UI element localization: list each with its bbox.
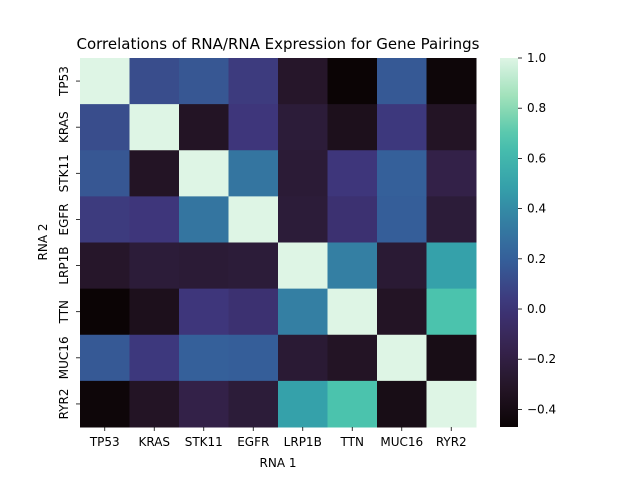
y-tick-label: KRAS: [57, 111, 71, 143]
heatmap-cell: [228, 242, 279, 290]
y-axis-ticks: TP53 KRAS STK11 EGFR LRP1B TTN MUC16 RYR2: [57, 66, 80, 419]
heatmap-cell: [179, 334, 229, 382]
heatmap-cell: [179, 196, 229, 243]
colorbar-tick-label: 0.4: [527, 202, 546, 216]
heatmap-cell: [179, 242, 229, 290]
colorbar: [500, 58, 518, 427]
heatmap-cell: [129, 104, 180, 151]
heatmap-cell: [278, 288, 328, 336]
heatmap-cell: [129, 242, 180, 290]
heatmap-cell: [278, 380, 328, 428]
colorbar-tick-label: 0.0: [527, 302, 546, 316]
colorbar-tick-label: 0.8: [527, 101, 546, 115]
y-tick-label: STK11: [57, 154, 71, 192]
heatmap-cell: [426, 104, 477, 151]
heatmap-cell: [179, 150, 229, 197]
heatmap-cell: [228, 104, 279, 151]
heatmap-cell: [377, 104, 427, 151]
heatmap-cell: [426, 380, 477, 428]
y-tick-label: RYR2: [57, 389, 71, 420]
x-tick-label: EGFR: [237, 435, 269, 449]
heatmap-cell: [426, 196, 477, 243]
heatmap-cell: [129, 196, 180, 243]
heatmap-cell: [327, 242, 378, 290]
heatmap-cell: [228, 58, 279, 105]
heatmap-cell: [377, 242, 427, 290]
x-tick-label: TTN: [340, 435, 364, 449]
heatmap-cell: [179, 380, 229, 428]
heatmap-cell: [377, 334, 427, 382]
x-tick-label: MUC16: [380, 435, 423, 449]
heatmap-cell: [327, 58, 378, 105]
heatmap-cells: [80, 58, 477, 428]
heatmap-cell: [129, 380, 180, 428]
colorbar-tick-label: 1.0: [527, 51, 546, 65]
x-tick-label: STK11: [185, 435, 223, 449]
heatmap-cell: [426, 242, 477, 290]
chart-title: Correlations of RNA/RNA Expression for G…: [76, 35, 479, 53]
heatmap-cell: [80, 58, 130, 105]
heatmap-cell: [129, 150, 180, 197]
heatmap-cell: [278, 242, 328, 290]
colorbar-tick-label: −0.4: [527, 402, 556, 416]
heatmap-cell: [426, 288, 477, 336]
heatmap-cell: [80, 380, 130, 428]
y-tick-label: EGFR: [57, 203, 71, 235]
heatmap-cell: [377, 196, 427, 243]
heatmap-cell: [327, 288, 378, 336]
x-axis-label: RNA 1: [260, 456, 297, 470]
heatmap-cell: [327, 150, 378, 197]
heatmap-cell: [327, 334, 378, 382]
colorbar-tick-label: 0.2: [527, 252, 546, 266]
heatmap-cell: [327, 380, 378, 428]
heatmap-cell: [228, 288, 279, 336]
heatmap-cell: [426, 334, 477, 382]
colorbar-ticks: −0.4 −0.2 0.0 0.2 0.4 0.6 0.8 1.0: [518, 51, 556, 416]
colorbar-tick-label: −0.2: [527, 352, 556, 366]
heatmap-cell: [377, 58, 427, 105]
x-tick-label: KRAS: [138, 435, 170, 449]
heatmap-cell: [80, 104, 130, 151]
x-tick-label: RYR2: [436, 435, 467, 449]
heatmap-cell: [377, 150, 427, 197]
x-tick-label: TP53: [89, 435, 120, 449]
heatmap-cell: [179, 58, 229, 105]
y-tick-label: TTN: [57, 300, 71, 324]
heatmap-cell: [80, 150, 130, 197]
heatmap-cell: [228, 334, 279, 382]
heatmap-cell: [80, 242, 130, 290]
heatmap-cell: [278, 150, 328, 197]
heatmap-cell: [80, 196, 130, 243]
heatmap-cell: [80, 288, 130, 336]
heatmap-cell: [426, 150, 477, 197]
heatmap-cell: [228, 380, 279, 428]
y-tick-label: MUC16: [57, 336, 71, 379]
heatmap-cell: [377, 288, 427, 336]
heatmap-cell: [278, 334, 328, 382]
heatmap-cell: [327, 104, 378, 151]
heatmap-cell: [228, 196, 279, 243]
x-tick-label: LRP1B: [284, 435, 322, 449]
heatmap-cell: [228, 150, 279, 197]
heatmap-cell: [179, 104, 229, 151]
heatmap-cell: [129, 288, 180, 336]
heatmap-cell: [129, 334, 180, 382]
x-axis-ticks: TP53 KRAS STK11 EGFR LRP1B TTN MUC16 RYR2: [89, 427, 467, 449]
y-axis-label: RNA 2: [36, 224, 50, 261]
heatmap-cell: [278, 196, 328, 243]
heatmap-cell: [426, 58, 477, 105]
heatmap-cell: [278, 58, 328, 105]
heatmap-cell: [327, 196, 378, 243]
heatmap-cell: [179, 288, 229, 336]
heatmap-cell: [278, 104, 328, 151]
y-tick-label: LRP1B: [57, 246, 71, 284]
y-tick-label: TP53: [57, 66, 71, 97]
heatmap-cell: [377, 380, 427, 428]
heatmap-cell: [129, 58, 180, 105]
colorbar-tick-label: 0.6: [527, 151, 546, 165]
heatmap-cell: [80, 334, 130, 382]
